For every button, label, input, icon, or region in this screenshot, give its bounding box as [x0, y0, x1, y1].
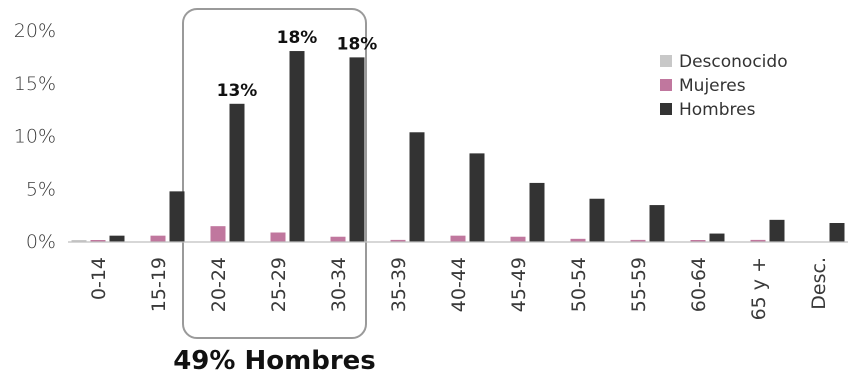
x-tick-label: 65 y +	[748, 257, 770, 320]
bar-mujeres-30-34	[330, 236, 346, 242]
bar-hombres-20-24	[229, 103, 245, 242]
legend-label-mujeres: Mujeres	[679, 76, 746, 96]
legend-swatch-hombres	[660, 103, 672, 115]
y-tick-label: 0%	[26, 231, 56, 253]
bar-hombres-40-44	[469, 153, 485, 242]
x-tick-label: 55-59	[628, 257, 650, 312]
data-label: 13%	[217, 81, 258, 101]
bar-hombres-30-34	[349, 57, 365, 242]
x-tick-label: 35-39	[388, 257, 410, 312]
bar-hombres-50-54	[589, 198, 605, 242]
bar-mujeres-65-y-	[750, 239, 766, 242]
data-label: 18%	[337, 34, 378, 54]
x-tick-label: 30-34	[328, 257, 350, 312]
bar-mujeres-55-59	[630, 239, 646, 242]
y-tick-label: 10%	[14, 126, 56, 148]
x-tick-label: 50-54	[568, 257, 590, 312]
bar-hombres-desc-	[829, 223, 845, 242]
bar-hombres-55-59	[649, 205, 665, 242]
bar-hombres-65-y-	[769, 219, 785, 242]
x-tick-label: 15-19	[148, 257, 170, 312]
legend-swatch-mujeres	[660, 79, 672, 91]
bar-mujeres-20-24	[210, 226, 226, 242]
x-tick-label: 40-44	[448, 257, 470, 312]
x-tick-label: 25-29	[268, 257, 290, 312]
legend-swatch-desconocido	[660, 55, 672, 67]
bar-mujeres-15-19	[150, 235, 166, 242]
highlight-annotation: 49% Hombres	[173, 346, 376, 375]
bar-mujeres-35-39	[390, 239, 406, 242]
data-label: 18%	[277, 28, 318, 48]
bar-hombres-45-49	[529, 182, 545, 242]
x-tick-label: 0-14	[88, 257, 110, 300]
bar-mujeres-25-29	[270, 232, 286, 242]
bar-desconocido-0-14	[71, 240, 87, 242]
bar-hombres-25-29	[289, 51, 305, 242]
legend-label-desconocido: Desconocido	[679, 52, 788, 72]
bar-mujeres-45-49	[510, 236, 526, 242]
x-tick-label: 60-64	[688, 257, 710, 312]
x-tick-label: 20-24	[208, 257, 230, 312]
bar-mujeres-0-14	[90, 240, 106, 242]
bar-hombres-35-39	[409, 132, 425, 242]
bar-hombres-15-19	[169, 191, 185, 242]
y-tick-label: 15%	[14, 73, 56, 95]
y-tick-label: 20%	[14, 20, 56, 42]
bar-mujeres-50-54	[570, 238, 586, 242]
bar-mujeres-40-44	[450, 235, 466, 242]
bar-hombres-60-64	[709, 233, 725, 242]
y-tick-label: 5%	[26, 178, 56, 200]
bar-mujeres-60-64	[690, 240, 706, 242]
bar-hombres-0-14	[109, 235, 125, 242]
highlight-box	[182, 8, 367, 339]
x-tick-label: 45-49	[508, 257, 530, 312]
legend-label-hombres: Hombres	[679, 100, 756, 120]
x-tick-label: Desc.	[808, 257, 830, 310]
